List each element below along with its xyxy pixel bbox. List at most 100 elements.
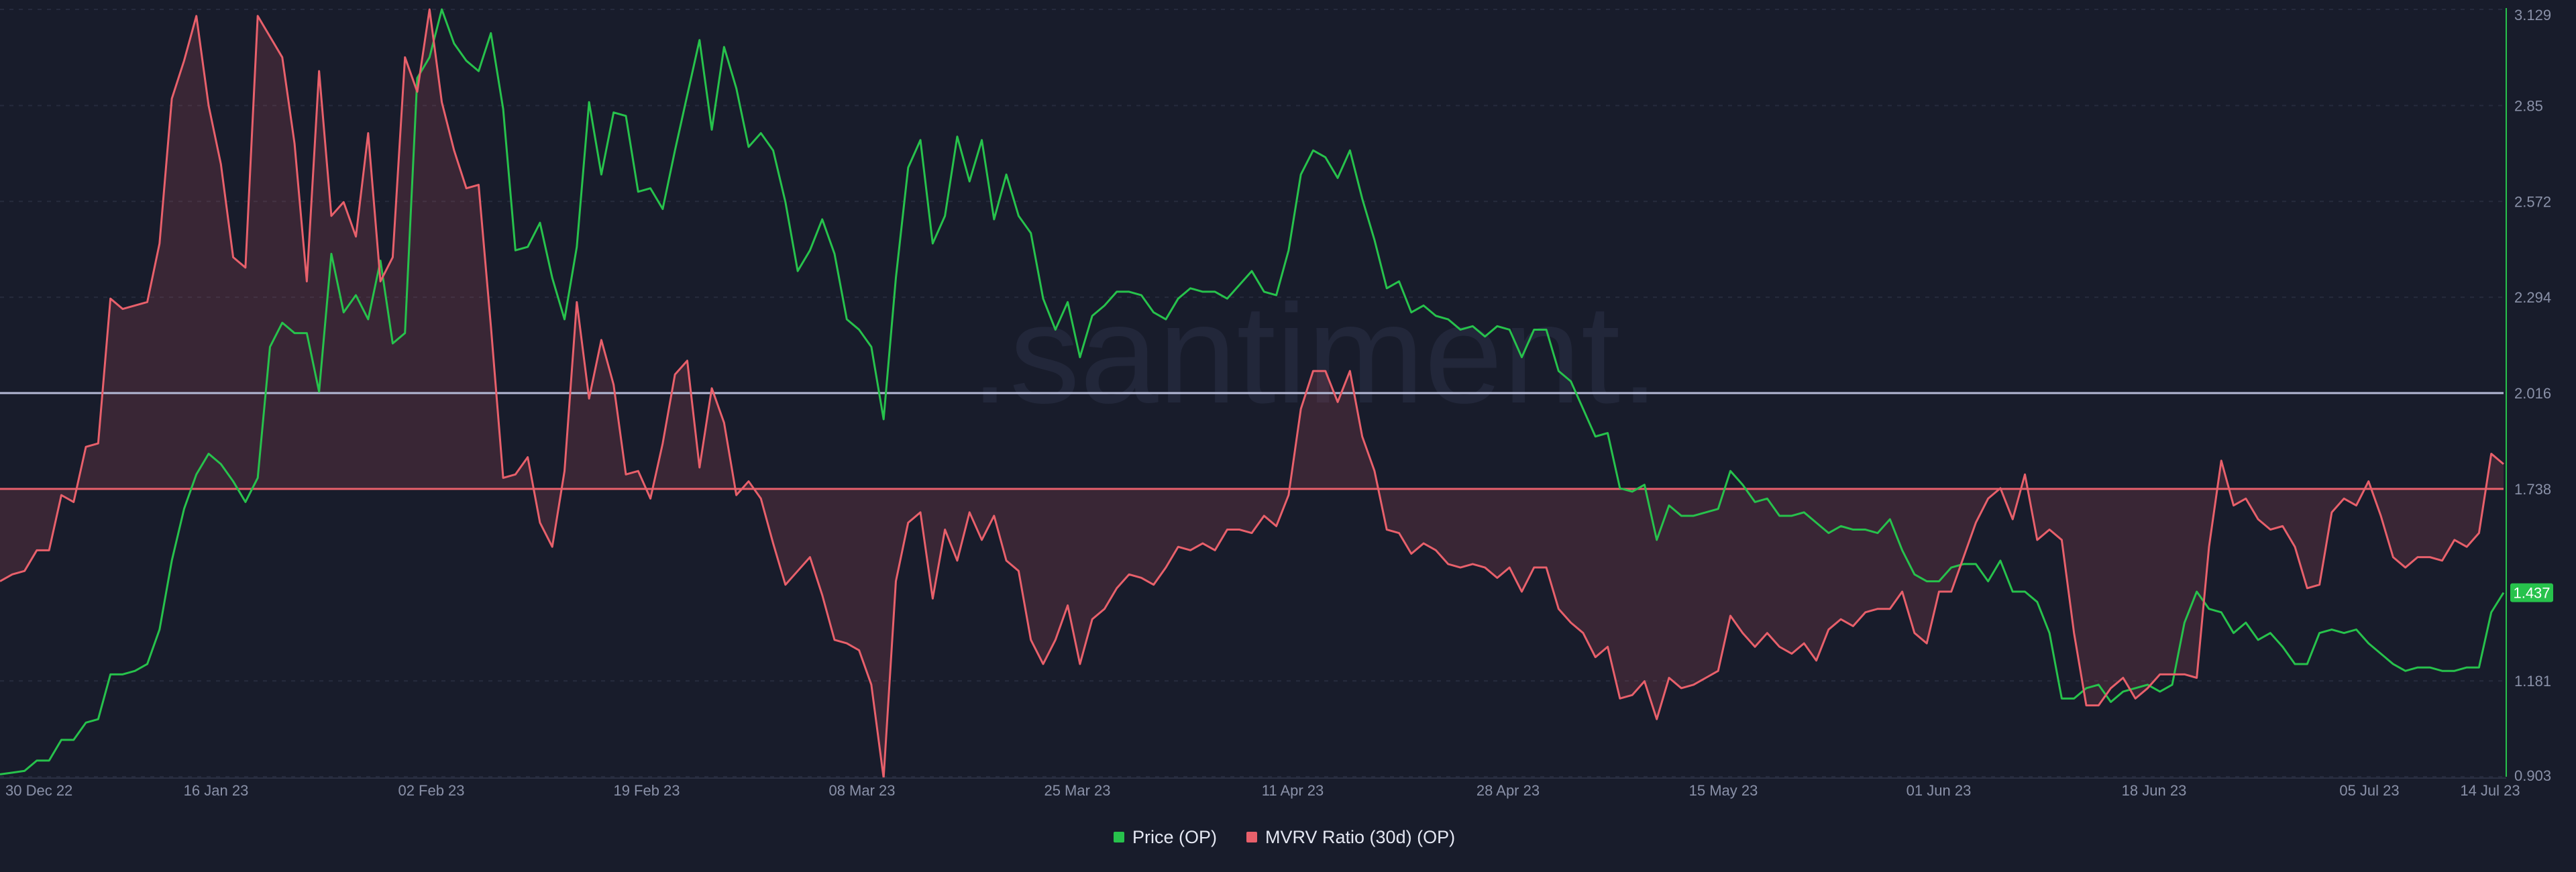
x-tick-label: 14 Jul 23 — [2460, 782, 2520, 799]
price-point-15 — [183, 508, 185, 510]
price-point-135 — [1656, 539, 1658, 541]
mvrv-point-150 — [1840, 618, 1842, 620]
price-point-149 — [1827, 532, 1829, 534]
mvrv-point-52 — [637, 470, 639, 472]
legend-label-mvrv[interactable]: MVRV Ratio (30d) (OP) — [1265, 827, 1455, 847]
mvrv-point-84 — [1030, 639, 1032, 641]
mvrv-point-1 — [11, 574, 13, 576]
mvrv-point-157 — [1926, 643, 1928, 645]
price-point-66 — [809, 250, 811, 252]
price-point-25 — [306, 332, 308, 334]
mvrv-point-8 — [97, 443, 99, 445]
mvrv-point-198 — [2429, 556, 2431, 558]
mvrv-point-49 — [600, 339, 602, 341]
mvrv-point-163 — [1999, 487, 2001, 489]
price-point-203 — [2490, 611, 2492, 613]
mvrv-point-105 — [1287, 494, 1289, 496]
mvrv-point-100 — [1226, 529, 1228, 531]
price-point-156 — [1913, 574, 1915, 576]
price-point-80 — [981, 139, 983, 141]
price-point-65 — [797, 270, 799, 272]
price-point-31 — [380, 260, 382, 262]
price-point-173 — [2122, 691, 2124, 693]
price-point-75 — [920, 139, 922, 141]
mvrv-point-58 — [711, 387, 713, 389]
mvrv-point-116 — [1423, 543, 1425, 545]
mvrv-point-15 — [183, 60, 185, 62]
legend-swatch-price — [1114, 832, 1124, 842]
mvrv-point-26 — [318, 70, 320, 72]
price-point-77 — [944, 215, 946, 217]
mvrv-point-7 — [85, 446, 87, 448]
mvrv-point-29 — [355, 235, 357, 237]
price-point-57 — [698, 39, 700, 41]
mvrv-point-107 — [1312, 370, 1314, 372]
mvrv-point-66 — [809, 556, 811, 558]
mvrv-point-17 — [208, 105, 210, 107]
mvrv-point-89 — [1091, 618, 1093, 620]
price-point-113 — [1386, 287, 1388, 289]
price-point-44 — [539, 222, 541, 224]
mvrv-point-113 — [1386, 529, 1388, 531]
mvrv-point-202 — [2478, 532, 2480, 534]
price-point-46 — [564, 319, 566, 321]
mvrv-point-176 — [2159, 673, 2161, 675]
mvrv-point-104 — [1275, 525, 1277, 527]
mvrv-point-46 — [564, 470, 566, 472]
price-point-106 — [1300, 174, 1302, 176]
price-point-105 — [1287, 250, 1289, 252]
price-point-148 — [1815, 522, 1817, 524]
price-point-150 — [1840, 525, 1842, 527]
legend-label-price[interactable]: Price (OP) — [1132, 827, 1217, 847]
price-point-38 — [466, 60, 468, 62]
mvrv-point-137 — [1680, 687, 1682, 689]
current-value-label: 1.437 — [2513, 585, 2550, 602]
x-tick-label: 02 Feb 23 — [398, 782, 464, 799]
price-point-112 — [1373, 239, 1375, 241]
price-point-138 — [1693, 514, 1695, 516]
mvrv-point-172 — [2110, 687, 2112, 689]
price-point-5 — [60, 739, 62, 741]
y-tick-label: 0.903 — [2514, 767, 2551, 784]
y-axis-ticks: 3.129 2.85 2.572 2.294 2.016 1.738 1.181 0.903 1… — [2510, 7, 2553, 784]
price-point-107 — [1312, 150, 1314, 152]
price-point-116 — [1423, 305, 1425, 307]
mvrv-point-136 — [1668, 677, 1670, 679]
price-point-180 — [2208, 608, 2210, 610]
mvrv-point-98 — [1201, 543, 1203, 545]
price-point-76 — [932, 242, 934, 244]
price-point-132 — [1619, 487, 1621, 489]
price-point-98 — [1201, 290, 1203, 292]
mvrv-point-121 — [1484, 567, 1486, 569]
price-point-204 — [2503, 592, 2505, 594]
mvrv-point-78 — [956, 559, 958, 561]
price-point-108 — [1324, 156, 1326, 158]
price-point-197 — [2416, 667, 2418, 669]
mvrv-point-189 — [2318, 584, 2320, 586]
price-point-153 — [1877, 532, 1879, 534]
price-point-144 — [1766, 498, 1768, 500]
price-point-110 — [1349, 150, 1351, 152]
mvrv-point-128 — [1570, 622, 1572, 624]
mvrv-point-135 — [1656, 718, 1658, 720]
price-point-198 — [2429, 667, 2431, 669]
current-value-badge — [2510, 583, 2553, 602]
mvrv-point-69 — [846, 643, 848, 645]
mvrv-point-53 — [649, 498, 651, 500]
y-tick-label: 3.129 — [2514, 7, 2551, 23]
price-point-102 — [1251, 270, 1253, 272]
mvrv-point-71 — [870, 684, 872, 686]
price-point-182 — [2233, 632, 2235, 634]
price-point-177 — [2171, 684, 2174, 686]
mvrv-point-56 — [686, 360, 688, 362]
x-tick-label: 08 Mar 23 — [828, 782, 895, 799]
mvrv-point-57 — [698, 467, 700, 469]
price-point-160 — [1963, 563, 1965, 565]
mvrv-point-200 — [2453, 539, 2455, 541]
mvrv-point-86 — [1055, 639, 1057, 641]
price-point-200 — [2453, 670, 2455, 672]
mvrv-point-149 — [1827, 629, 1829, 631]
price-point-12 — [146, 663, 148, 665]
mvrv-point-87 — [1067, 604, 1069, 606]
price-point-121 — [1484, 335, 1486, 337]
